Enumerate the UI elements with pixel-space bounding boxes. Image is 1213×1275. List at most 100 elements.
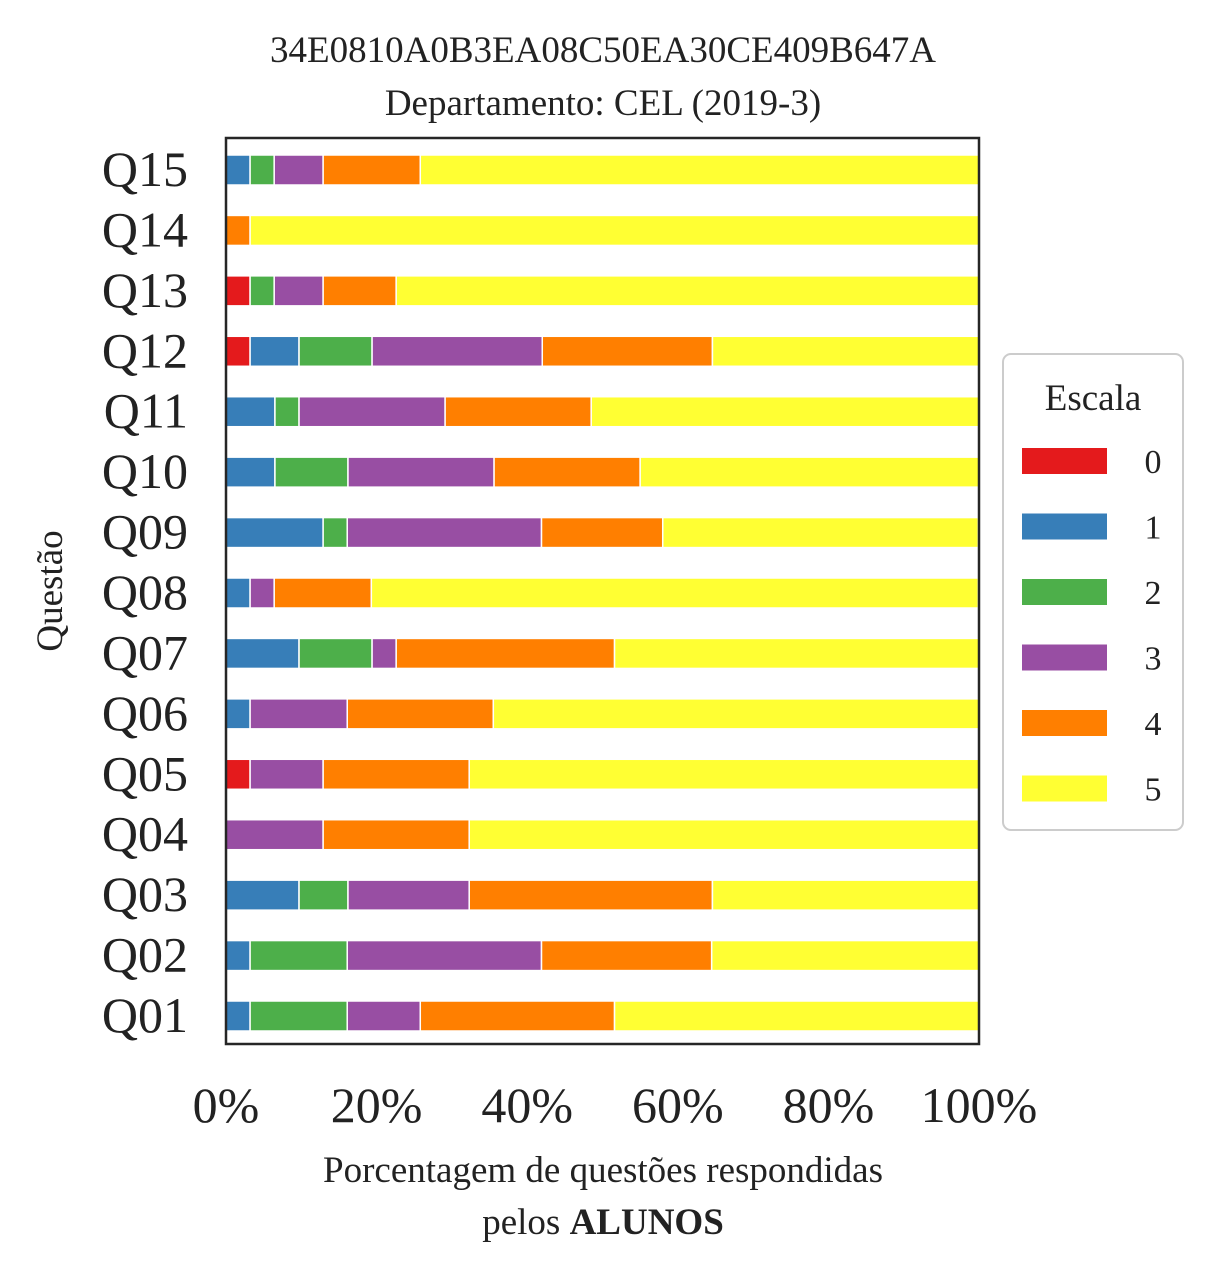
bar-q15-scale-1 — [225, 154, 251, 186]
bar-q07-scale-1 — [225, 637, 300, 670]
x-tick-label: 60% — [632, 1077, 724, 1133]
bar-q09-scale-1 — [225, 516, 324, 549]
y-tick-label-q10: Q10 — [102, 443, 188, 499]
bar-q06-scale-3 — [249, 698, 348, 730]
bar-q14-scale-5 — [249, 214, 980, 247]
bar-q13-scale-2 — [249, 275, 275, 307]
bar-q11-scale-5 — [590, 395, 981, 428]
bar-q06-scale-1 — [225, 698, 251, 730]
y-tick-label-q04: Q04 — [102, 806, 188, 862]
legend-swatch-2 — [1022, 579, 1107, 605]
x-tick-label: 100% — [921, 1077, 1038, 1133]
bar-q11-scale-2 — [274, 395, 300, 428]
bar-q06-scale-4 — [346, 698, 495, 730]
legend-swatch-5 — [1022, 775, 1107, 802]
legend-swatch-4 — [1022, 710, 1107, 736]
bar-q15-scale-5 — [419, 154, 980, 186]
bar-q12-scale-4 — [541, 335, 714, 368]
bar-q10-scale-4 — [493, 456, 641, 488]
x-axis-label-prefix: pelos — [482, 1202, 569, 1243]
legend: Escala 0 1 2 3 4 5 — [1002, 353, 1184, 831]
bar-q03-scale-3 — [347, 879, 470, 911]
bar-q09-scale-4 — [540, 516, 664, 549]
bar-q01-scale-4 — [419, 1000, 616, 1032]
bar-q15-scale-3 — [273, 154, 324, 186]
bar-q08-scale-1 — [225, 577, 251, 609]
y-tick-label-q12: Q12 — [102, 322, 188, 378]
bars-group — [225, 154, 982, 1032]
y-tick-label-q08: Q08 — [102, 564, 188, 620]
bar-q02-scale-1 — [225, 939, 251, 972]
bar-q11-scale-3 — [298, 395, 446, 428]
y-tick-label-q07: Q07 — [102, 624, 188, 680]
bar-q13-scale-3 — [273, 275, 324, 307]
legend-swatch-1 — [1022, 513, 1107, 540]
x-axis-label-bold: ALUNOS — [570, 1202, 724, 1243]
bar-q01-scale-1 — [225, 1000, 251, 1032]
bar-q02-scale-3 — [346, 939, 543, 972]
bar-q03-scale-4 — [468, 879, 714, 911]
x-tick-label: 0% — [193, 1077, 260, 1133]
bar-q08-scale-4 — [273, 577, 373, 609]
bar-q01-scale-2 — [249, 1000, 348, 1032]
bar-q11-scale-1 — [225, 395, 276, 428]
y-tick-label-q13: Q13 — [102, 262, 188, 318]
bar-q01-scale-3 — [346, 1000, 422, 1032]
bar-q13-scale-4 — [322, 275, 397, 307]
chart-title: 34E0810A0B3EA08C50EA30CE409B647A — [270, 30, 936, 71]
bar-q02-scale-4 — [540, 939, 713, 972]
bar-q07-scale-5 — [613, 637, 980, 670]
bar-q14-scale-4 — [225, 214, 251, 247]
bar-q03-scale-1 — [225, 879, 300, 911]
bar-q10-scale-1 — [225, 456, 276, 488]
bar-q07-scale-2 — [298, 637, 373, 670]
x-tick-label: 80% — [783, 1077, 875, 1133]
bar-q08-scale-5 — [370, 577, 979, 609]
bar-q03-scale-2 — [298, 879, 349, 911]
x-tick-label: 40% — [481, 1077, 573, 1133]
bar-q10-scale-5 — [639, 456, 982, 488]
bar-q04-scale-5 — [468, 818, 980, 851]
y-axis-label: Questão — [30, 530, 71, 651]
bar-q15-scale-2 — [249, 154, 275, 186]
bar-q03-scale-5 — [711, 879, 981, 911]
y-tick-label-q14: Q14 — [102, 201, 188, 257]
legend-label-3: 3 — [1145, 641, 1162, 678]
bar-q05-scale-5 — [468, 758, 980, 791]
x-axis-label-line2: pelos ALUNOS — [482, 1202, 724, 1243]
bar-q07-scale-4 — [395, 637, 616, 670]
legend-label-2: 2 — [1145, 575, 1162, 612]
y-tick-label-q03: Q03 — [102, 866, 188, 922]
bar-q12-scale-1 — [249, 335, 300, 368]
y-tick-label-q09: Q09 — [102, 504, 188, 560]
bar-q09-scale-2 — [322, 516, 348, 549]
y-tick-label-q01: Q01 — [102, 987, 188, 1043]
legend-items: 0 1 2 3 4 5 — [1022, 444, 1162, 809]
bar-q10-scale-3 — [347, 456, 495, 488]
bar-q02-scale-5 — [710, 939, 980, 972]
bar-q05-scale-0 — [225, 758, 251, 791]
bar-q12-scale-0 — [225, 335, 251, 368]
bar-q12-scale-3 — [371, 335, 544, 368]
bar-q05-scale-3 — [249, 758, 324, 791]
bar-q11-scale-4 — [444, 395, 592, 428]
plot-frame — [224, 136, 981, 1046]
legend-swatch-0 — [1022, 448, 1107, 474]
bar-q05-scale-4 — [322, 758, 470, 791]
legend-label-1: 1 — [1145, 510, 1162, 547]
y-tick-label-q11: Q11 — [104, 383, 188, 439]
bar-q04-scale-4 — [322, 818, 470, 851]
x-tick-labels: 0% 20% 40% 60% 80% 100% — [193, 1077, 1038, 1133]
bar-q10-scale-2 — [274, 456, 349, 488]
x-tick-label: 20% — [331, 1077, 423, 1133]
bar-q02-scale-2 — [249, 939, 348, 972]
bar-q13-scale-0 — [225, 275, 251, 307]
bar-q09-scale-3 — [346, 516, 543, 549]
y-tick-labels: Q01Q02Q03Q04Q05Q06Q07Q08Q09Q10Q11Q12Q13Q… — [102, 141, 188, 1043]
legend-swatch-3 — [1022, 644, 1107, 671]
bar-q07-scale-3 — [371, 637, 397, 670]
x-axis-label-line1: Porcentagem de questões respondidas — [323, 1150, 883, 1191]
bar-q01-scale-5 — [613, 1000, 980, 1032]
bar-q06-scale-5 — [492, 698, 980, 730]
